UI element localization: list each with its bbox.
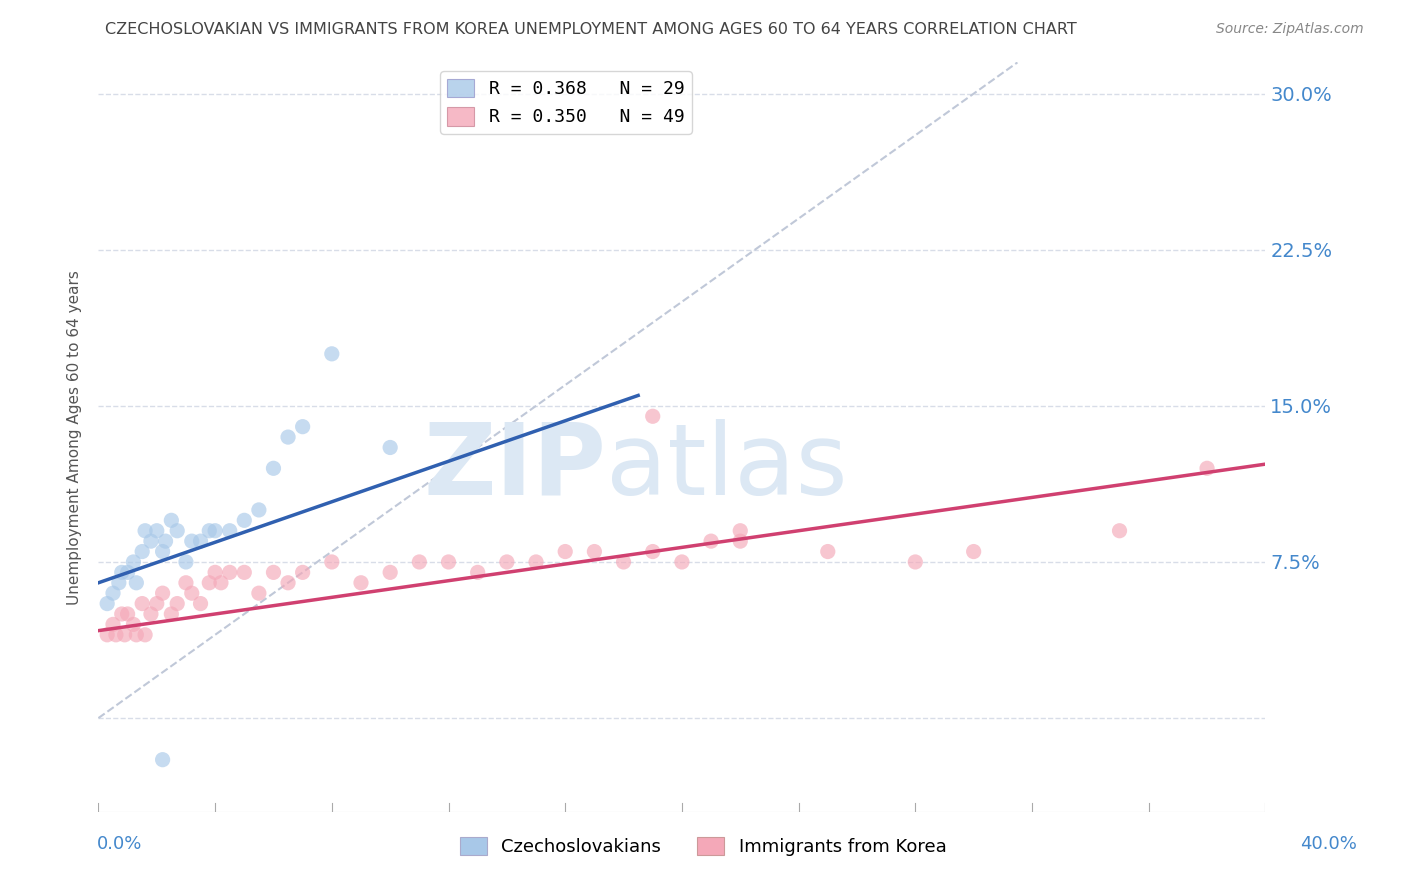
Point <box>247 503 270 517</box>
Point <box>204 566 226 580</box>
Point <box>101 586 124 600</box>
Point <box>641 544 664 558</box>
Point <box>160 513 183 527</box>
Point <box>198 524 221 538</box>
Text: 40.0%: 40.0% <box>1301 835 1357 853</box>
Point <box>730 534 752 549</box>
Point <box>380 441 402 455</box>
Point <box>122 617 145 632</box>
Point <box>180 586 202 600</box>
Point <box>218 566 240 580</box>
Point <box>134 628 156 642</box>
Point <box>104 628 127 642</box>
Text: atlas: atlas <box>606 418 848 516</box>
Text: Source: ZipAtlas.com: Source: ZipAtlas.com <box>1216 22 1364 37</box>
Point <box>166 597 188 611</box>
Point <box>152 544 174 558</box>
Text: 0.0%: 0.0% <box>97 835 142 853</box>
Point <box>262 566 284 580</box>
Point <box>204 524 226 538</box>
Point <box>700 534 723 549</box>
Point <box>117 566 139 580</box>
Point <box>524 555 547 569</box>
Point <box>233 513 256 527</box>
Point <box>962 544 984 558</box>
Text: ZIP: ZIP <box>423 418 606 516</box>
Point <box>321 347 343 361</box>
Point <box>641 409 664 424</box>
Point <box>350 575 373 590</box>
Point <box>139 534 162 549</box>
Point <box>174 555 197 569</box>
Point <box>277 575 299 590</box>
Point <box>1195 461 1218 475</box>
Point <box>233 566 256 580</box>
Point <box>380 566 402 580</box>
Point <box>904 555 927 569</box>
Point <box>583 544 606 558</box>
Point <box>96 628 118 642</box>
Point <box>152 586 174 600</box>
Point <box>554 544 576 558</box>
Point <box>122 555 145 569</box>
Point <box>174 575 197 590</box>
Point <box>180 534 202 549</box>
Point <box>125 628 148 642</box>
Point <box>152 753 174 767</box>
Point <box>108 575 131 590</box>
Point <box>155 534 177 549</box>
Point <box>131 597 153 611</box>
Point <box>111 566 134 580</box>
Text: CZECHOSLOVAKIAN VS IMMIGRANTS FROM KOREA UNEMPLOYMENT AMONG AGES 60 TO 64 YEARS : CZECHOSLOVAKIAN VS IMMIGRANTS FROM KOREA… <box>104 22 1077 37</box>
Point <box>730 524 752 538</box>
Point <box>247 586 270 600</box>
Point <box>96 597 118 611</box>
Point <box>146 524 169 538</box>
Point <box>117 607 139 621</box>
Point <box>134 524 156 538</box>
Point <box>166 524 188 538</box>
Point <box>160 607 183 621</box>
Point <box>277 430 299 444</box>
Point <box>467 566 489 580</box>
Point <box>209 575 232 590</box>
Point <box>262 461 284 475</box>
Point <box>817 544 839 558</box>
Point <box>101 617 124 632</box>
Point <box>1108 524 1130 538</box>
Point <box>131 544 153 558</box>
Point <box>671 555 693 569</box>
Point <box>114 628 136 642</box>
Point <box>321 555 343 569</box>
Point <box>496 555 519 569</box>
Point <box>612 555 634 569</box>
Point <box>437 555 460 569</box>
Point <box>139 607 162 621</box>
Point <box>198 575 221 590</box>
Point <box>291 419 314 434</box>
Legend: R = 0.368   N = 29, R = 0.350   N = 49: R = 0.368 N = 29, R = 0.350 N = 49 <box>440 71 692 134</box>
Point <box>218 524 240 538</box>
Point <box>111 607 134 621</box>
Point <box>146 597 169 611</box>
Point <box>190 597 212 611</box>
Y-axis label: Unemployment Among Ages 60 to 64 years: Unemployment Among Ages 60 to 64 years <box>67 269 83 605</box>
Point <box>408 555 430 569</box>
Legend: Czechoslovakians, Immigrants from Korea: Czechoslovakians, Immigrants from Korea <box>453 830 953 863</box>
Point <box>291 566 314 580</box>
Point <box>190 534 212 549</box>
Point <box>125 575 148 590</box>
